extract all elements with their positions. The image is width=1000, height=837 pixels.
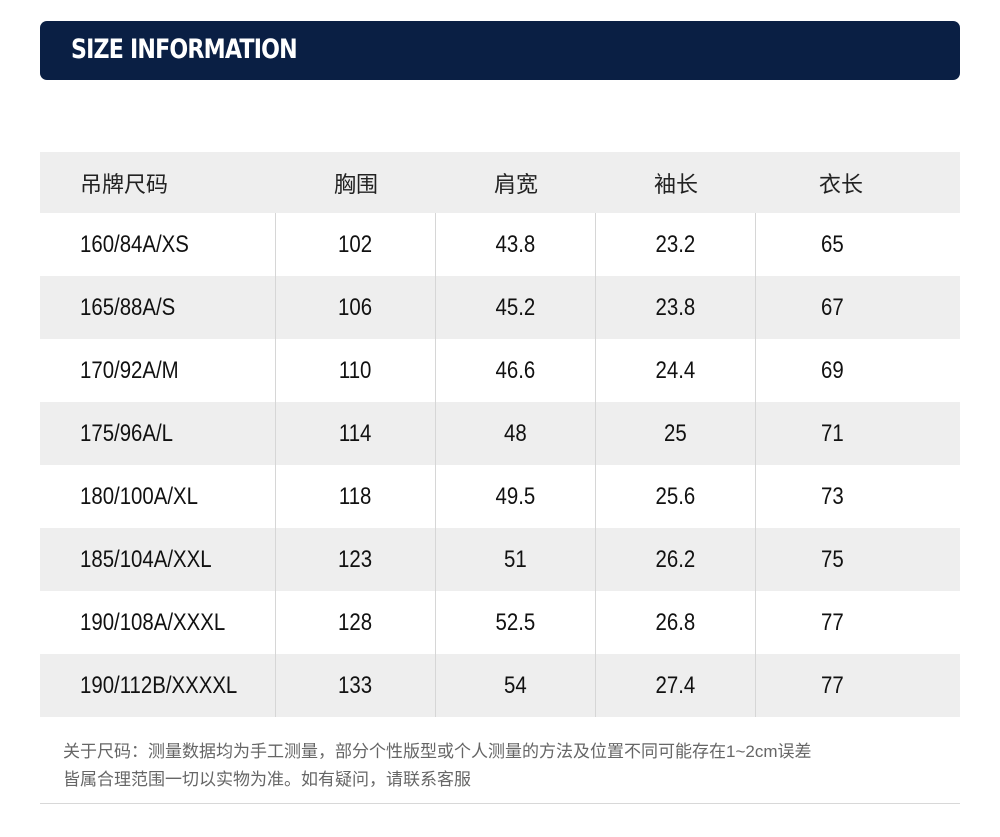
cell-chest: 118 [276, 465, 436, 528]
note-line-2: 皆属合理范围一切以实物为准。如有疑问，请联系客服 [63, 770, 471, 789]
header-cell-shoulder: 肩宽 [493, 171, 538, 197]
size-table: 吊牌尺码 胸围 肩宽 袖长 衣长 160/84A/XS 102 43.8 23.2 65… [40, 152, 960, 717]
header-cell-chest: 胸围 [333, 171, 378, 197]
header-cell-sleeve: 袖长 [653, 171, 698, 197]
cell-size-tag: 190/108A/XXXL [40, 591, 276, 654]
cell-shoulder: 54 [436, 654, 596, 717]
cell-size-tag: 170/92A/M [40, 339, 276, 402]
cell-shoulder: 51 [436, 528, 596, 591]
cell-sleeve: 26.8 [596, 591, 756, 654]
cell-sleeve: 27.4 [596, 654, 756, 717]
cell-sleeve: 25 [596, 402, 756, 465]
table-row: 165/88A/S 106 45.2 23.8 67 [40, 276, 960, 339]
cell-length: 65 [821, 230, 844, 258]
bottom-divider [40, 803, 960, 804]
size-note: 关于尺码：测量数据均为手工测量，部分个性版型或个人测量的方法及位置不同可能存在1… [63, 738, 963, 794]
table-row: 180/100A/XL 118 49.5 25.6 73 [40, 465, 960, 528]
cell-length: 75 [821, 545, 844, 573]
cell-chest: 110 [276, 339, 436, 402]
cell-chest: 114 [276, 402, 436, 465]
cell-length: 67 [821, 293, 844, 321]
cell-chest: 128 [276, 591, 436, 654]
cell-shoulder: 45.2 [436, 276, 596, 339]
cell-shoulder: 49.5 [436, 465, 596, 528]
cell-size-tag: 185/104A/XXL [40, 528, 276, 591]
table-row: 170/92A/M 110 46.6 24.4 69 [40, 339, 960, 402]
header-cell-size-tag: 吊牌尺码 [80, 171, 169, 197]
table-row: 190/112B/XXXXL 133 54 27.4 77 [40, 654, 960, 717]
cell-chest: 102 [276, 213, 436, 276]
cell-length: 73 [821, 482, 844, 510]
cell-size-tag: 175/96A/L [40, 402, 276, 465]
size-information-banner: SIZE INFORMATION [40, 21, 960, 80]
cell-shoulder: 46.6 [436, 339, 596, 402]
cell-sleeve: 24.4 [596, 339, 756, 402]
header-cell-length: 衣长 [819, 171, 864, 197]
cell-sleeve: 23.8 [596, 276, 756, 339]
cell-size-tag: 165/88A/S [40, 276, 276, 339]
cell-chest: 106 [276, 276, 436, 339]
cell-sleeve: 26.2 [596, 528, 756, 591]
cell-shoulder: 48 [436, 402, 596, 465]
note-line-1: 关于尺码：测量数据均为手工测量，部分个性版型或个人测量的方法及位置不同可能存在1… [63, 742, 812, 761]
table-header-row: 吊牌尺码 胸围 肩宽 袖长 衣长 [40, 152, 960, 213]
cell-chest: 133 [276, 654, 436, 717]
table-row: 160/84A/XS 102 43.8 23.2 65 [40, 213, 960, 276]
cell-size-tag: 160/84A/XS [40, 213, 276, 276]
cell-length: 77 [821, 671, 844, 699]
cell-shoulder: 52.5 [436, 591, 596, 654]
cell-sleeve: 23.2 [596, 213, 756, 276]
table-row: 175/96A/L 114 48 25 71 [40, 402, 960, 465]
table-row: 185/104A/XXL 123 51 26.2 75 [40, 528, 960, 591]
cell-shoulder: 43.8 [436, 213, 596, 276]
cell-sleeve: 25.6 [596, 465, 756, 528]
cell-chest: 123 [276, 528, 436, 591]
cell-length: 77 [821, 608, 844, 636]
cell-size-tag: 180/100A/XL [40, 465, 276, 528]
cell-size-tag: 190/112B/XXXXL [40, 654, 276, 717]
banner-title: SIZE INFORMATION [71, 34, 298, 65]
cell-length: 69 [821, 356, 844, 384]
table-row: 190/108A/XXXL 128 52.5 26.8 77 [40, 591, 960, 654]
cell-length: 71 [821, 419, 844, 447]
